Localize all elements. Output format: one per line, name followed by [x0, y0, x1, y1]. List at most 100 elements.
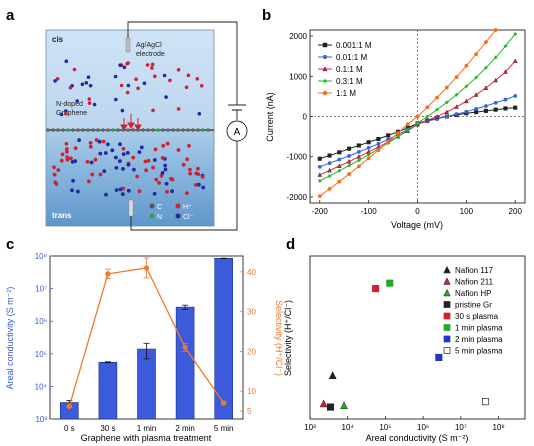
scatter-point	[372, 285, 380, 293]
conductivity-bar	[98, 361, 118, 420]
legend-label: Nafion 117	[455, 266, 494, 275]
proton-ion	[125, 90, 130, 95]
data-point	[493, 100, 498, 105]
data-point	[464, 63, 469, 68]
proton-ion	[160, 156, 165, 160]
data-point	[337, 163, 342, 168]
selectivity-point	[143, 265, 150, 271]
legend-label: 0.001:1 M	[336, 41, 372, 50]
y-tick-label: 0	[303, 113, 308, 122]
proton-ion	[55, 77, 60, 81]
proton-ion	[101, 139, 106, 144]
scatter-point	[481, 398, 490, 406]
data-point	[386, 139, 391, 144]
x-tick-label: 0	[415, 207, 420, 216]
carbon-atom	[61, 128, 65, 132]
chloride-ion	[126, 162, 131, 167]
proton-ion	[196, 166, 200, 171]
legend-marker	[443, 312, 451, 320]
y2-tick-label: 10	[247, 387, 256, 396]
chloride-ion	[89, 160, 94, 165]
carbon-atom	[56, 128, 60, 132]
ion-particles	[52, 59, 206, 197]
chloride-ion	[160, 171, 165, 175]
chloride-ion	[126, 83, 131, 88]
panel-d: d 10³ 10⁴ 10⁵ 10⁶ 10⁷ 10⁸ Nafion 117 Nafion 211…	[283, 236, 526, 443]
carbon-atom	[106, 128, 110, 132]
proton-ion	[68, 85, 73, 90]
data-point	[503, 97, 508, 102]
x-tick-label: 10⁵	[379, 423, 391, 432]
data-point	[474, 106, 479, 111]
proton-ion	[60, 152, 65, 157]
data-point	[512, 58, 518, 63]
data-point	[513, 94, 518, 98]
proton-ion	[169, 176, 173, 181]
legend-n: N	[157, 214, 162, 221]
plot-c-ylabel: Areal conductivity (S m⁻²)	[5, 287, 15, 390]
data-point	[327, 153, 332, 158]
data-point	[425, 105, 430, 110]
proton-ion	[188, 171, 193, 176]
x-tick-label: -200	[312, 207, 329, 216]
proton-ion	[184, 85, 189, 90]
proton-ion	[125, 61, 129, 66]
carbon-atom	[186, 128, 190, 132]
carbon-atom	[86, 128, 90, 132]
data-point	[454, 112, 459, 117]
data-point	[347, 153, 352, 158]
scatter-point	[435, 353, 443, 361]
data-point	[366, 140, 371, 145]
y-tick-label: 1000	[289, 72, 307, 81]
legend-marker	[322, 78, 328, 84]
data-point	[376, 136, 381, 142]
carbon-atom	[91, 128, 95, 132]
chloride-ion	[164, 95, 168, 99]
chloride-ion	[114, 97, 118, 102]
carbon-atom	[76, 128, 80, 132]
chloride-ion	[97, 139, 102, 144]
carbon-atom	[181, 128, 185, 132]
legend-marker	[443, 265, 451, 274]
proton-ion	[176, 107, 181, 111]
data-point	[444, 100, 449, 105]
data-point	[513, 105, 518, 110]
chloride-ion	[80, 82, 85, 87]
chloride-ion	[92, 102, 97, 107]
y2-tick-label: 30	[247, 308, 256, 317]
chloride-ion	[64, 59, 69, 63]
legend-marker	[443, 347, 451, 354]
proton-ion	[93, 157, 98, 162]
carbon-atom	[146, 128, 150, 132]
proton-ion	[98, 172, 103, 177]
data-point	[434, 113, 440, 119]
proton-ion	[87, 179, 91, 184]
proton-ion	[56, 168, 61, 173]
data-point	[366, 156, 371, 161]
proton-ion	[94, 138, 99, 142]
chloride-ion	[114, 166, 119, 170]
proton-ion	[144, 168, 149, 173]
scatter-point	[386, 279, 394, 287]
data-point	[337, 179, 342, 184]
legend-marker	[322, 90, 328, 96]
chloride-ion	[120, 108, 125, 113]
data-point	[483, 85, 489, 90]
proton-ion	[186, 73, 191, 78]
chloride-ion	[64, 109, 68, 113]
data-point	[405, 122, 410, 127]
legend-marker	[322, 42, 328, 48]
data-point	[454, 92, 459, 97]
carbon-atom	[81, 128, 85, 132]
proton-ion	[143, 159, 148, 164]
y-tick-label: 10⁸	[35, 252, 47, 261]
proton-ion	[65, 149, 69, 154]
data-point	[513, 31, 518, 37]
legend-label: Nafion 211	[455, 278, 494, 287]
selectivity-point	[105, 271, 111, 277]
proton-ion	[52, 165, 56, 170]
chloride-ion	[73, 159, 78, 164]
proton-ion	[73, 146, 78, 151]
proton-ion	[185, 191, 189, 196]
data-point	[434, 107, 440, 112]
